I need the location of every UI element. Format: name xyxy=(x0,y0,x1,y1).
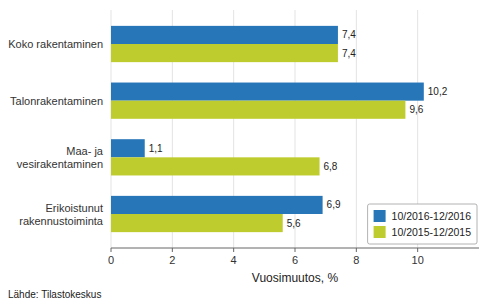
data-labels: 6,9 1,1 10,2 7,4 5,6 6,8 9,6 7,4 xyxy=(149,29,448,228)
bar xyxy=(111,196,323,214)
tick-label: 8 xyxy=(353,254,359,266)
bar xyxy=(111,139,145,157)
bar xyxy=(111,214,283,232)
bar xyxy=(111,83,424,101)
category-label: Erikoistunutrakennustoiminta xyxy=(19,202,104,227)
category-label: Maa- javesirakentaminen xyxy=(17,145,104,170)
bars xyxy=(111,26,424,232)
bar xyxy=(111,157,320,175)
category-label-line: rakennustoiminta xyxy=(19,215,104,227)
legend: 10/2016-12/2016 10/2015-12/2015 xyxy=(368,204,477,244)
tick-label: 2 xyxy=(169,254,175,266)
chart: 0 2 4 6 8 10 Vuosimuutos, % Erikoistunutrakennu… xyxy=(0,0,493,304)
tick-label: 6 xyxy=(292,254,298,266)
legend-frame xyxy=(368,204,477,244)
grid-line xyxy=(356,10,357,248)
data-label: 7,4 xyxy=(342,29,356,40)
bar xyxy=(111,44,338,62)
data-label: 5,6 xyxy=(287,218,301,229)
category-label: Talonrakentaminen xyxy=(10,95,103,107)
data-label: 6,8 xyxy=(324,161,338,172)
tick-mark xyxy=(417,248,418,252)
x-axis-label: Vuosimuutos, % xyxy=(252,271,339,285)
tick-mark xyxy=(356,248,357,252)
bar xyxy=(111,101,405,119)
legend-swatch xyxy=(374,210,386,222)
tick-mark xyxy=(295,248,296,252)
data-label: 10,2 xyxy=(428,86,448,97)
legend-label: 10/2015-12/2015 xyxy=(392,226,472,238)
data-label: 9,6 xyxy=(409,104,423,115)
y-axis: Erikoistunutrakennustoiminta Maa- javesir… xyxy=(8,38,104,227)
tick-label: 4 xyxy=(231,254,237,266)
category-label-line: Maa- ja xyxy=(66,145,104,157)
bar xyxy=(111,26,338,44)
data-label: 6,9 xyxy=(327,199,341,210)
legend-swatch xyxy=(374,226,386,238)
data-label: 1,1 xyxy=(149,143,163,154)
tick-label: 10 xyxy=(412,254,424,266)
tick-mark xyxy=(233,248,234,252)
legend-label: 10/2016-12/2016 xyxy=(392,210,472,222)
category-label-line: Talonrakentaminen xyxy=(10,95,103,107)
category-label-line: vesirakentaminen xyxy=(17,158,103,170)
axis-line xyxy=(111,248,479,249)
tick-mark xyxy=(111,248,112,252)
x-axis: 0 2 4 6 8 10 xyxy=(108,248,479,266)
source: Lähde: Tilastokeskus xyxy=(8,289,101,300)
tick-label: 0 xyxy=(108,254,114,266)
category-label: Koko rakentaminen xyxy=(8,38,103,50)
tick-mark xyxy=(172,248,173,252)
category-label-line: Koko rakentaminen xyxy=(8,38,103,50)
data-label: 7,4 xyxy=(342,48,356,59)
category-label-line: Erikoistunut xyxy=(46,202,103,214)
